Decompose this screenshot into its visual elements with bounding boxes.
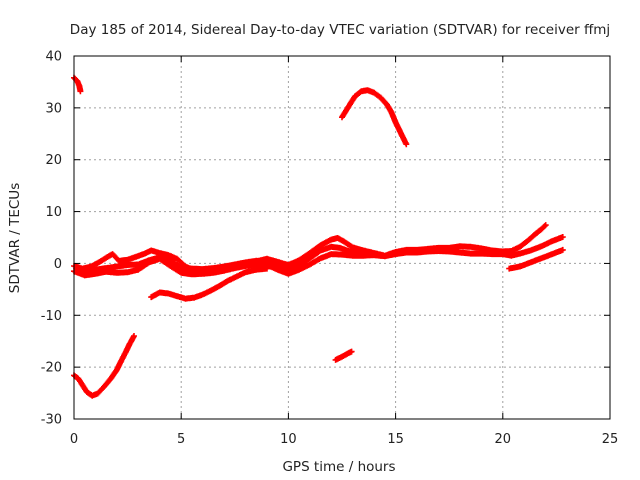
- x-tick-label: 10: [280, 432, 297, 447]
- series-seg-end-low: [506, 246, 566, 272]
- x-tick-label: 0: [70, 432, 78, 447]
- series-markers: [332, 348, 355, 363]
- plot-frame: [73, 55, 611, 420]
- series-seg-mid-band: [75, 243, 384, 275]
- series-markers: [148, 265, 270, 302]
- series-seg-small-neg: [332, 348, 355, 363]
- y-tick-labels: -30 -20 -10 0 10 20 30 40: [41, 50, 62, 428]
- x-tick-labels: 0 5 10 15 20 25: [70, 432, 618, 447]
- y-tick-label: 40: [45, 50, 62, 65]
- series-markers: [506, 246, 566, 272]
- y-tick-label: -30: [41, 413, 62, 428]
- x-tick-label: 25: [602, 432, 619, 447]
- x-tick-label: 15: [387, 432, 404, 447]
- y-tick-label: -20: [41, 361, 62, 376]
- series-seg-dip-minus6: [148, 265, 270, 302]
- x-axis-label: GPS time / hours: [282, 459, 395, 475]
- chart-title: Day 185 of 2014, Sidereal Day-to-day VTE…: [70, 22, 610, 38]
- x-tick-label: 5: [177, 432, 185, 447]
- data-points: [71, 74, 566, 399]
- axis-ticks: [73, 55, 611, 420]
- series-seg-arc-noon: [339, 87, 410, 148]
- y-tick-label: -10: [41, 309, 62, 324]
- x-tick-label: 20: [495, 432, 512, 447]
- y-axis-label: SDTVAR / TECUs: [7, 183, 23, 293]
- y-tick-label: 0: [54, 257, 62, 272]
- series-markers: [75, 243, 384, 275]
- y-tick-label: 30: [45, 101, 62, 116]
- series-markers: [339, 87, 410, 148]
- y-tick-label: 10: [45, 205, 62, 220]
- y-tick-label: 20: [45, 153, 62, 168]
